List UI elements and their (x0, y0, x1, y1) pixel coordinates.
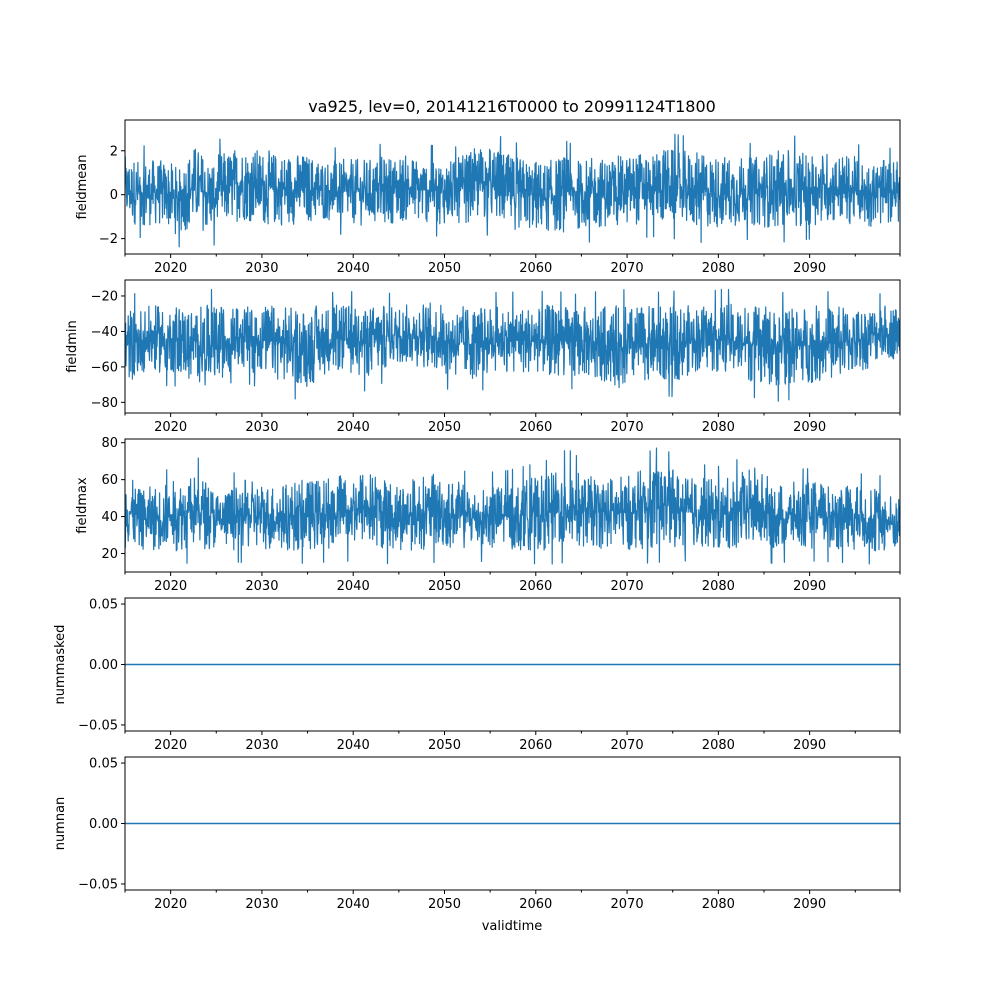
y-tick-label: −0.05 (78, 877, 118, 892)
y-axis-label: numnan (53, 797, 68, 851)
x-tick-label: 2070 (611, 579, 644, 594)
x-tick-label: 2050 (428, 897, 461, 912)
x-tick-label: 2040 (337, 738, 370, 753)
x-tick-label: 2040 (337, 579, 370, 594)
y-tick-label: 0.05 (89, 757, 118, 772)
y-tick-label: 0.05 (89, 598, 118, 613)
y-tick-label: 0.00 (89, 817, 118, 832)
x-tick-label: 2040 (337, 420, 370, 435)
series-line (125, 447, 900, 565)
x-tick-label: 2060 (519, 738, 552, 753)
x-tick-label: 2070 (611, 897, 644, 912)
x-tick-label: 2050 (428, 420, 461, 435)
axes-frame (124, 119, 901, 255)
y-tick-label: 40 (101, 510, 118, 525)
subplot-fieldmean: −2 0 2 2020 2030 2040 2050 2060 2070 2080 2090 fiel… (75, 119, 901, 276)
x-tick-label: 2040 (337, 897, 370, 912)
x-tick-label: 2070 (611, 738, 644, 753)
subplot-fieldmin: −80 −60 −40 −20 2020 2030 2040 2050 2060 2070 2080… (65, 279, 901, 435)
x-tick-label: 2020 (154, 738, 187, 753)
x-tick-label: 2030 (245, 897, 278, 912)
series-line (125, 133, 900, 248)
x-tick-label: 2060 (519, 579, 552, 594)
x-tick-label: 2050 (428, 738, 461, 753)
x-tick-label: 2080 (702, 897, 735, 912)
series-line (125, 288, 900, 402)
y-tick-label: −80 (91, 396, 118, 411)
x-tick-label: 2070 (611, 420, 644, 435)
x-tick-label: 2090 (793, 738, 826, 753)
x-tick-label: 2030 (245, 420, 278, 435)
x-tick-label: 2060 (519, 420, 552, 435)
y-tick-label: 2 (110, 144, 118, 159)
y-tick-label: −40 (91, 325, 118, 340)
y-tick-label: −60 (91, 360, 118, 375)
x-tick-label: 2080 (702, 579, 735, 594)
x-tick-label: 2070 (611, 261, 644, 276)
x-tick-label: 2060 (519, 897, 552, 912)
x-tick-label: 2030 (245, 738, 278, 753)
y-tick-label: 20 (101, 547, 118, 562)
x-tick-label: 2090 (793, 579, 826, 594)
x-tick-label: 2030 (245, 579, 278, 594)
x-tick-label: 2030 (245, 261, 278, 276)
axes-frame (124, 279, 901, 414)
subplot-nummasked: −0.05 0.00 0.05 2020 2030 2040 2050 2060 2070 208… (53, 597, 901, 753)
x-tick-label: 2020 (154, 261, 187, 276)
x-tick-label: 2050 (428, 261, 461, 276)
x-tick-label: 2020 (154, 897, 187, 912)
chart-title: va925, lev=0, 20141216T0000 to 20991124T… (308, 97, 716, 116)
y-tick-label: 60 (101, 473, 118, 488)
x-tick-label: 2080 (702, 738, 735, 753)
subplot-numnan: −0.05 0.00 0.05 2020 2030 2040 2050 2060 2070 208… (53, 756, 901, 912)
x-tick-label: 2080 (702, 261, 735, 276)
y-tick-label: 0 (110, 188, 118, 203)
y-tick-label: −0.05 (78, 718, 118, 733)
x-tick-label: 2060 (519, 261, 552, 276)
x-tick-label: 2020 (154, 420, 187, 435)
series-group (125, 288, 900, 402)
x-tick-label: 2090 (793, 897, 826, 912)
series-group (125, 133, 900, 248)
y-tick-label: −2 (99, 232, 118, 247)
x-tick-label: 2050 (428, 579, 461, 594)
y-axis-label: fieldmax (75, 477, 90, 534)
x-tick-label: 2040 (337, 261, 370, 276)
x-tick-label: 2080 (702, 420, 735, 435)
y-axis-label: fieldmin (65, 320, 80, 373)
x-tick-label: 2090 (793, 261, 826, 276)
y-tick-label: −20 (91, 289, 118, 304)
series-group (125, 447, 900, 565)
x-axis-label: validtime (482, 919, 543, 934)
y-axis-label: fieldmean (75, 155, 90, 220)
axes-frame (124, 438, 901, 573)
y-tick-label: 0.00 (89, 658, 118, 673)
x-tick-label: 2090 (793, 420, 826, 435)
y-tick-label: 80 (101, 436, 118, 451)
x-tick-label: 2020 (154, 579, 187, 594)
y-axis-label: nummasked (53, 625, 68, 705)
